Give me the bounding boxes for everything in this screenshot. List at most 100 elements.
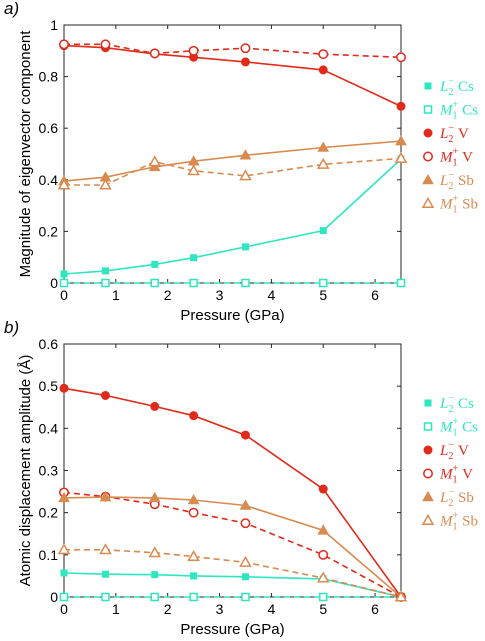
data-point (241, 243, 249, 251)
data-point (317, 524, 330, 535)
data-point (150, 278, 159, 288)
series-line (63, 572, 402, 598)
data-point (99, 543, 112, 555)
data-point (187, 550, 200, 562)
legend-item: L2− Sb (422, 487, 474, 509)
data-point (396, 278, 406, 288)
data-point (148, 491, 161, 503)
legend-item: M1+ V (423, 464, 473, 486)
legend-item: M1+ Sb (421, 511, 478, 533)
series-m1-cs (59, 592, 406, 602)
y-axis-label: Magnitude of eigenvector component (17, 30, 34, 278)
series-m1-sb (57, 543, 408, 602)
data-point (151, 571, 159, 579)
data-point (187, 494, 200, 505)
x-tick-label: 6 (371, 601, 379, 617)
legend-marker (422, 173, 434, 185)
legend-label: M1+ Cs (439, 100, 478, 122)
data-point (99, 491, 112, 502)
legend-marker (423, 468, 433, 479)
y-tick-label: 0.4 (39, 172, 59, 188)
data-point (60, 270, 68, 278)
legend-item: L2− V (423, 123, 469, 145)
data-point (59, 383, 69, 393)
x-tick-label: 5 (319, 601, 327, 617)
data-point (189, 278, 198, 288)
series-line (63, 44, 402, 108)
data-point (240, 518, 251, 529)
series-l2-sb (58, 491, 407, 602)
legend-label: L2− Sb (439, 487, 474, 509)
series-m1-v (59, 487, 406, 602)
data-point (318, 65, 328, 75)
data-point (317, 141, 330, 152)
legend-item: M1+ Cs (423, 417, 478, 439)
y-tick-label: 0.4 (39, 420, 59, 436)
data-point (101, 592, 110, 602)
legend-label: L2− V (439, 440, 469, 462)
data-point (101, 570, 109, 578)
legend-label: L2− Cs (439, 76, 474, 98)
legend-item: M1+ Sb (421, 194, 478, 216)
legend-label: M1+ Cs (439, 417, 478, 439)
series-l2-v (59, 41, 406, 111)
legend-item: L2− Sb (422, 170, 474, 192)
legend-marker (422, 490, 434, 502)
y-tick-label: 0.6 (39, 120, 59, 136)
legend-item: L2− V (423, 440, 469, 462)
x-tick-label: 6 (371, 287, 379, 303)
legend-label: L2− Sb (439, 170, 474, 192)
data-point (396, 52, 406, 63)
data-point (100, 390, 110, 400)
y-tick-label: 0 (50, 275, 58, 291)
x-axis-label: Pressure (GPa) (180, 307, 284, 324)
data-point (394, 590, 408, 602)
data-point (239, 149, 252, 160)
data-point (59, 592, 69, 602)
series-line (63, 496, 402, 598)
legend-item: M1+ V (423, 147, 473, 169)
data-point (240, 57, 250, 67)
data-point (148, 546, 162, 558)
x-tick-label: 4 (267, 287, 275, 303)
data-point (150, 592, 159, 602)
legend-marker (424, 82, 432, 90)
legend-label: M1+ Sb (439, 194, 478, 216)
y-tick-label: 0.1 (39, 547, 59, 563)
series-line (64, 157, 402, 186)
legend-marker (423, 422, 433, 431)
x-tick-label: 0 (60, 601, 68, 617)
series-line (64, 548, 402, 598)
data-point (187, 164, 200, 176)
data-point (239, 499, 252, 510)
x-tick-label: 1 (112, 601, 120, 617)
data-point (318, 278, 328, 288)
series-m1-v (59, 39, 406, 63)
series-l2-v (59, 383, 406, 602)
data-point (58, 491, 70, 503)
y-tick-label: 1 (50, 17, 58, 33)
series-line (64, 43, 402, 59)
y-tick-label: 0 (50, 589, 58, 605)
x-tick-label: 0 (60, 287, 68, 303)
panel-label: a) (4, 0, 19, 18)
chart-panel-b: b) 0 1 2 3 4 5 6 0 0.1 0.2 0.3 0.4 0.5 0.6 Pressure (GP… (4, 318, 478, 638)
x-tick-label: 2 (164, 287, 172, 303)
data-point (188, 507, 199, 518)
legend-item: M1+ Cs (423, 100, 478, 122)
y-tick-label: 0.5 (39, 378, 59, 394)
data-point (318, 484, 328, 494)
series-l2-sb (58, 135, 407, 186)
x-tick-label: 3 (216, 601, 224, 617)
legend-label: M1+ Sb (439, 511, 478, 533)
legend-label: L2− Cs (439, 393, 474, 415)
y-tick-label: 0.8 (39, 69, 59, 85)
data-point (57, 178, 71, 190)
legend-marker (424, 399, 432, 407)
data-point (99, 178, 112, 190)
y-tick-label: 0.2 (39, 505, 59, 521)
panel-label: b) (4, 318, 19, 337)
legend-marker (423, 105, 433, 114)
